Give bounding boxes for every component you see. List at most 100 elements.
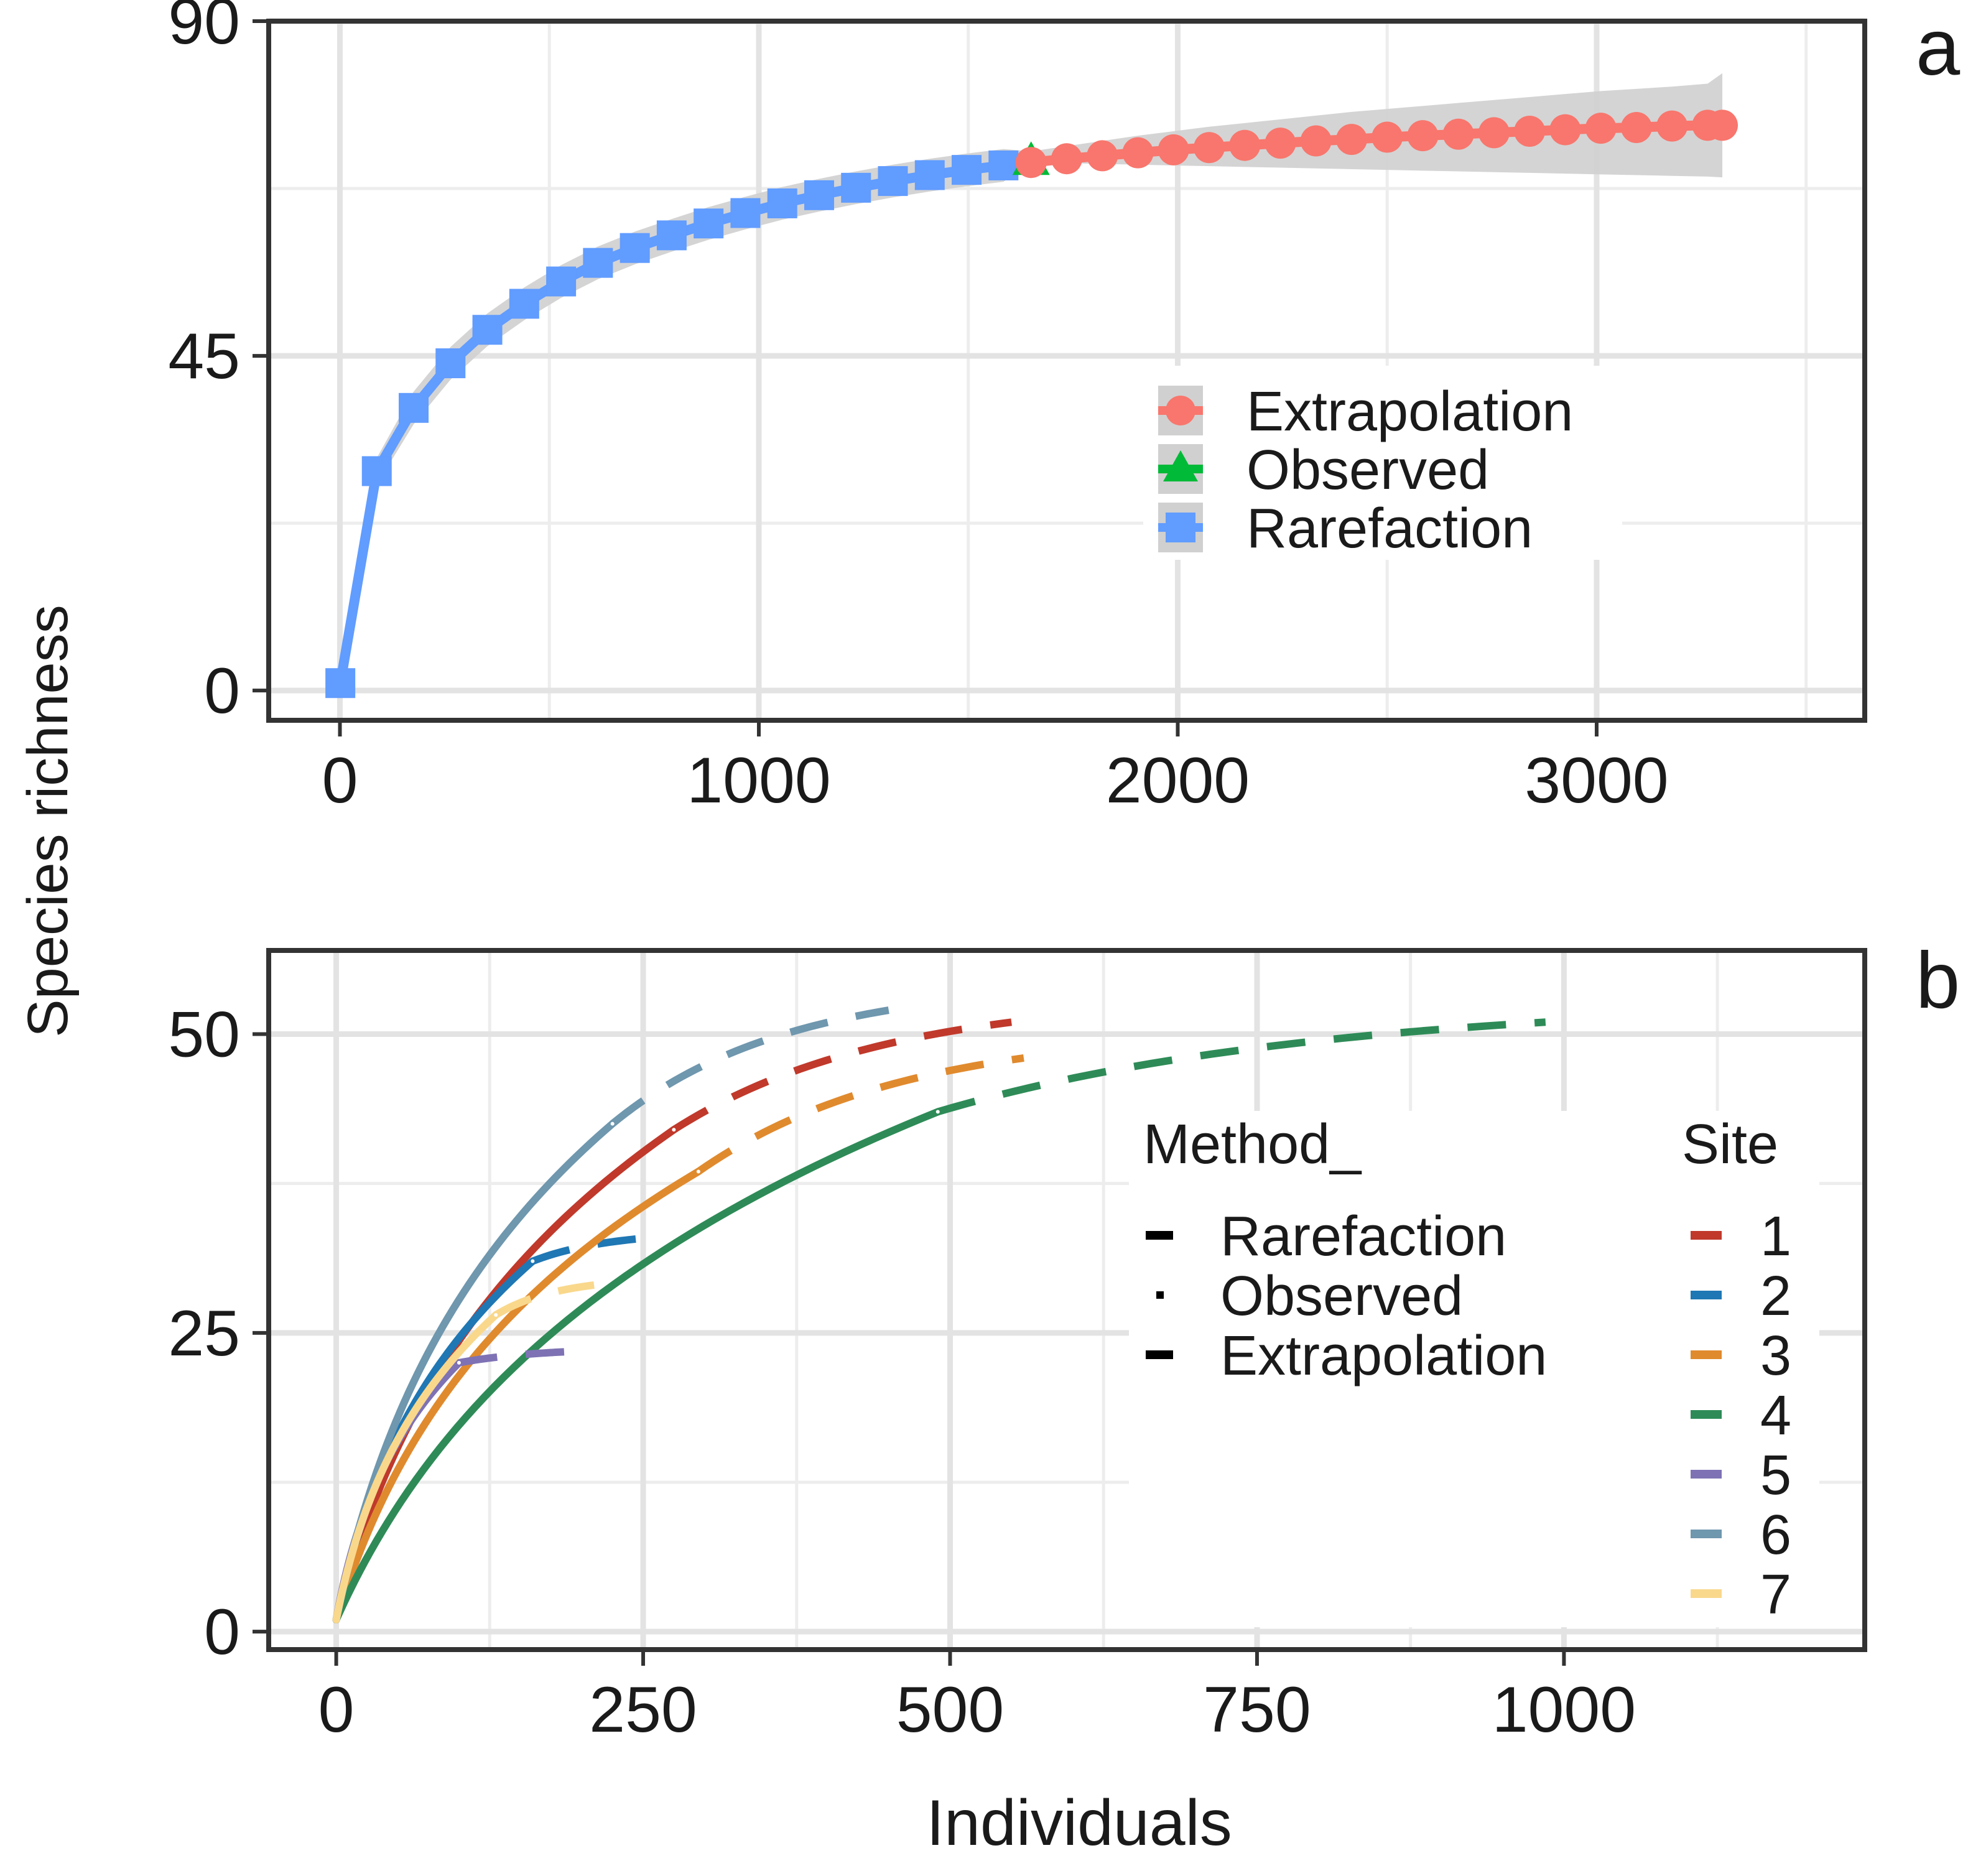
rarefaction-point [620,233,650,263]
extrapolation-point [1372,121,1403,153]
extrapolation-point [1514,115,1546,147]
panel-a-y-tick-label: 0 [204,655,240,727]
rarefaction-point [325,668,356,699]
site-3-observed-point [696,1169,700,1174]
site-legend-label-2: 2 [1760,1265,1791,1327]
panel-b-y-tick-label: 0 [204,1596,240,1668]
rarefaction-point [399,392,429,423]
site-7-extrapolation-curve [494,1281,595,1319]
rarefaction-point [767,188,797,218]
legend-circle-marker [1166,396,1195,425]
site-3-extrapolation-curve [696,1054,1024,1175]
rarefaction-point [546,266,577,297]
rarefaction-point [361,456,392,486]
rarefaction-point [583,248,613,278]
panel-a-x-tick-label: 3000 [1525,745,1668,817]
site-5-extrapolation-curve [458,1347,588,1367]
site-legend-title: Site [1682,1113,1778,1176]
panel-a: 0 1000 2000 3000 0 45 90 a ExtrapolationObserv… [168,0,1961,817]
rarefaction-point [988,150,1019,180]
site-3-rarefaction-curve [332,1168,702,1623]
extrapolation-point [1122,137,1154,169]
panel-b-x-tick-label: 250 [589,1674,697,1746]
extrapolation-point [1087,140,1118,172]
rarefaction-point [804,180,834,210]
panel-a-legend-background [1143,366,1622,560]
panel-b-x-tick-label: 500 [896,1674,1005,1746]
site-6-observed-point [610,1121,615,1126]
extrapolation-point [1407,120,1439,152]
panel-a-label: a [1916,3,1961,92]
panel-b-x-tick-label: 750 [1203,1674,1311,1746]
rarefaction-point [914,160,945,190]
legend-triangle-marker [1163,450,1198,481]
rarefaction-point [730,198,761,228]
extrapolation-point [1478,117,1510,149]
legend-square-marker [1166,513,1195,542]
panel-a-ticks: 0 1000 2000 3000 0 45 90 [168,0,1668,817]
extrapolation-point [1265,128,1296,159]
site-legend-label-5: 5 [1760,1444,1791,1507]
rarefaction-point [656,220,687,251]
site-6-extrapolation-curve [610,1006,889,1127]
site-legend-label-3: 3 [1760,1325,1791,1387]
legend-label-observed: Observed [1246,439,1489,501]
extrapolation-point [1193,132,1225,164]
panel-b-label: b [1916,936,1960,1025]
site-4-extrapolation-curve [937,1018,1546,1116]
panel-a-border [266,19,1867,723]
rarefaction-point [694,208,724,239]
extrapolation-point [1620,111,1652,143]
rarefaction-point [435,348,466,379]
panel-b-legend-background [1129,1111,1819,1627]
panel-a-y-tick-label: 90 [168,0,240,58]
extrapolation-point [1300,125,1332,157]
site-legend-label-7: 7 [1760,1564,1791,1626]
site-legend-label-6: 6 [1760,1504,1791,1566]
extrapolation-point [1229,129,1261,161]
panel-a-x-tick-label: 0 [322,745,358,817]
site-2-observed-point [531,1259,535,1263]
rarefaction-point [878,166,908,197]
extrapolation-point [1656,110,1688,142]
legend-label-rarefaction: Rarefaction [1246,498,1533,560]
site-4-rarefaction-curve [332,1108,942,1623]
panel-a-x-tick-label: 1000 [687,745,830,817]
rarefaction-point [952,155,982,185]
rarefaction-point [509,289,539,319]
panel-b-x-tick-label: 0 [318,1674,355,1746]
extrapolation-point [1158,134,1189,165]
method-legend-label-observed: Observed [1220,1265,1463,1327]
panel-a-series [325,109,1738,699]
panel-b-ticks: 0 250 500 750 1000 0 25 50 [168,998,1636,1746]
panel-b-y-tick-label: 25 [168,1298,240,1370]
extrapolation-point [1549,114,1581,146]
site-1-observed-point [672,1128,676,1132]
method-legend-label-rarefaction: Rarefaction [1220,1205,1506,1268]
y-axis-label: Species richness [16,605,80,1037]
extrapolation-point [1707,109,1738,141]
method-legend-key-dotted [1156,1291,1164,1299]
site-legend-label-4: 4 [1760,1385,1791,1447]
panel-b-x-tick-label: 1000 [1492,1674,1636,1746]
panel-b-y-tick-label: 50 [168,998,240,1070]
extrapolation-point [1015,147,1047,179]
method-legend-title: Method_ [1143,1113,1362,1176]
extrapolation-point [1442,118,1474,150]
site-1-extrapolation-curve [672,1018,1012,1133]
site-7-rarefaction-curve [332,1311,500,1623]
panel-b-series [332,1006,1546,1623]
site-5-observed-point [457,1360,461,1365]
x-axis-label: Individuals [926,1787,1232,1859]
site-4-observed-point [935,1110,940,1114]
rarefaction-point [472,315,503,345]
extrapolation-point [1051,143,1082,175]
site-2-extrapolation-curve [531,1233,656,1265]
panel-a-x-tick-label: 2000 [1106,745,1250,817]
extrapolation-point [1585,113,1617,144]
method-legend-label-extrapolation: Extrapolation [1220,1325,1547,1387]
